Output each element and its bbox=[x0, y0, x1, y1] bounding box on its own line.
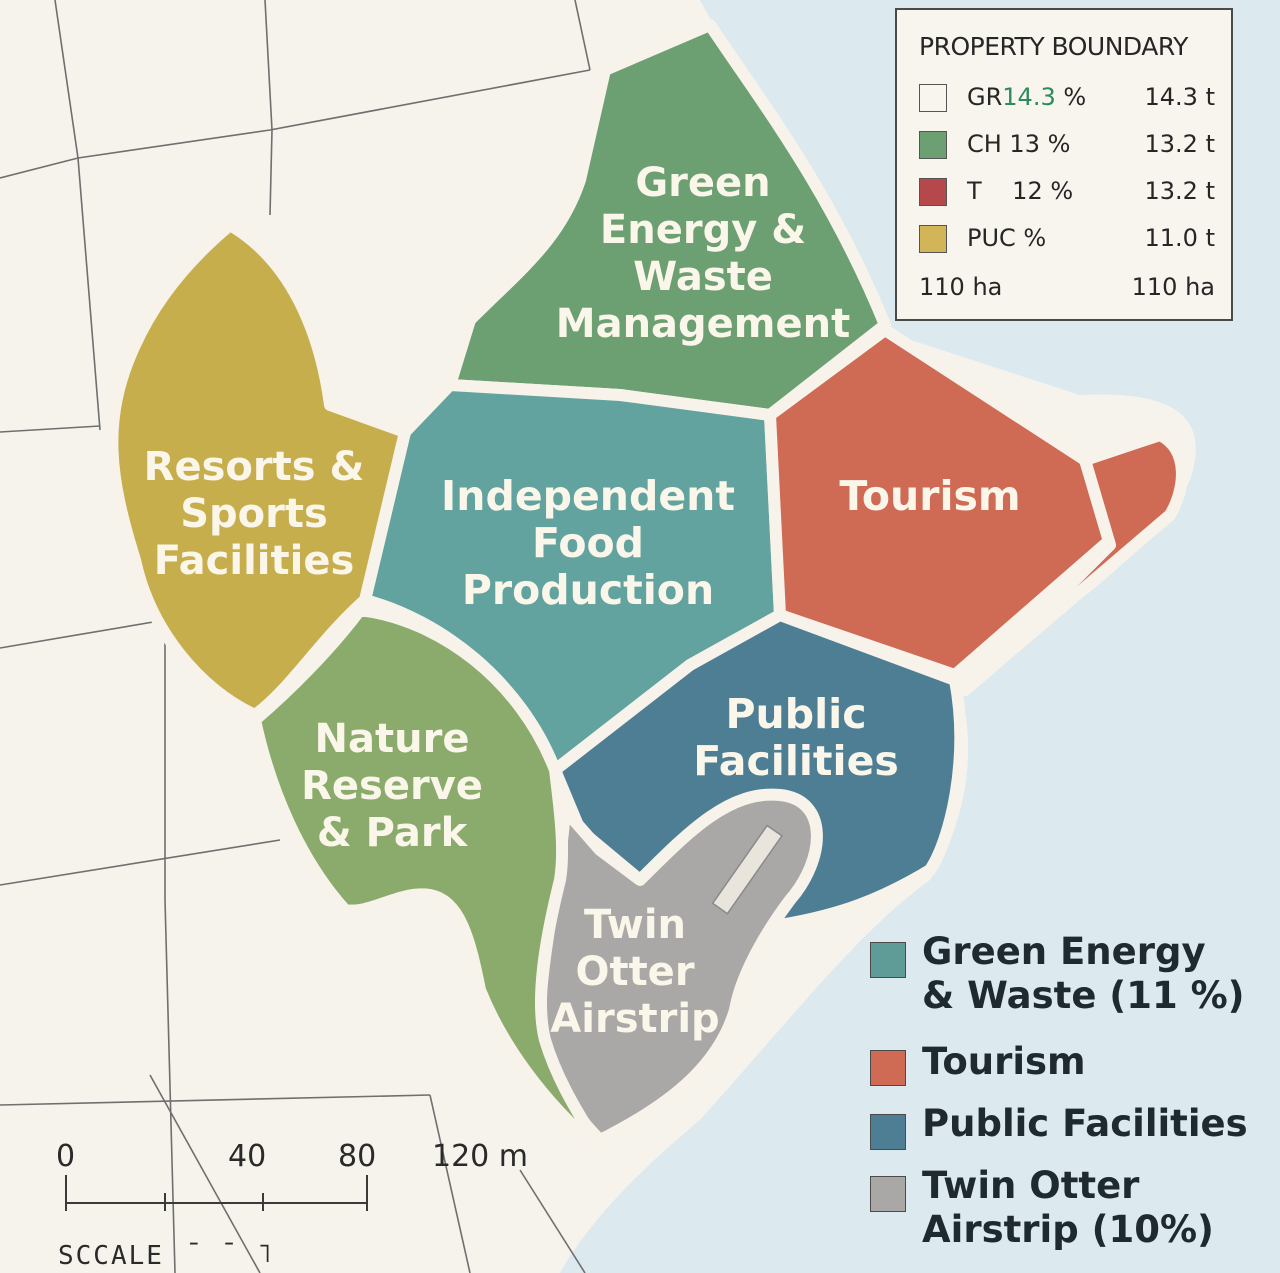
zone-label-line: Facilities bbox=[693, 737, 899, 785]
scale-tick-40: 40 bbox=[228, 1139, 266, 1174]
zone-legend-swatch bbox=[870, 942, 906, 978]
street-grid bbox=[0, 0, 591, 1273]
legend-row-gr: GR14.3 % 14.3 t bbox=[919, 82, 1215, 116]
scale-title: SCCALE bbox=[58, 1241, 164, 1271]
legend-row-ch: CH 13 % 13.2 t bbox=[919, 129, 1215, 163]
legend-amount: 13.2 t bbox=[1144, 130, 1215, 158]
legend-pct: 14.3 bbox=[1002, 83, 1056, 111]
zone-label-nature: Nature Reserve & Park bbox=[301, 716, 483, 856]
zone-label-line: Tourism bbox=[839, 472, 1020, 520]
legend-swatch bbox=[919, 131, 947, 159]
legend-code: T 12 % bbox=[967, 177, 1074, 205]
legend-row-puc: PUC % 11.0 t bbox=[919, 223, 1215, 257]
zone-label-food: Independent Food Production bbox=[441, 472, 735, 614]
zone-public-facilities[interactable] bbox=[549, 609, 967, 931]
zone-label-public: Public Facilities bbox=[693, 690, 899, 785]
zone-label-line: Independent bbox=[441, 472, 735, 520]
legend-code: GR14.3 % bbox=[967, 83, 1086, 111]
zone-label-airstrip: Twin Otter Airstrip bbox=[550, 902, 719, 1042]
legend-swatch bbox=[919, 178, 947, 206]
zone-legend-label: Tourism bbox=[922, 1040, 1086, 1083]
scale-tick-80: 80 bbox=[338, 1139, 376, 1174]
legend-amount: 13.2 t bbox=[1144, 177, 1215, 205]
legend-total-right: 110 ha bbox=[1131, 273, 1215, 301]
zone-label-line: Management bbox=[556, 301, 850, 347]
scale-tick-120: 120 m bbox=[432, 1139, 528, 1174]
zone-label-resorts: Resorts & Sports Facilities bbox=[144, 444, 365, 584]
zone-label-green-energy: Green Energy & Waste Management bbox=[556, 160, 850, 347]
legend-total-left: 110 ha bbox=[919, 273, 1003, 301]
zone-label-line: Nature bbox=[315, 716, 470, 762]
zone-resorts[interactable] bbox=[106, 219, 411, 721]
zone-label-line: Food bbox=[532, 519, 644, 567]
scale-bar: 0 40 80 120 m SCCALE ¯ ¯ ˥ bbox=[56, 1139, 528, 1271]
legend-suffix: % bbox=[1055, 83, 1087, 111]
zone-label-line: Production bbox=[462, 566, 714, 614]
zone-label-line: Sports bbox=[180, 491, 328, 537]
legend-row-t: T 12 % 13.2 t bbox=[919, 176, 1215, 210]
zone-legend-swatch bbox=[870, 1050, 906, 1086]
zone-tourism-strip[interactable] bbox=[959, 429, 1188, 696]
zone-label-tourism: Tourism bbox=[839, 472, 1020, 520]
legend-amount: 14.3 t bbox=[1144, 83, 1215, 111]
zone-label-line: Waste bbox=[633, 254, 773, 300]
zone-legend-label: Public Facilities bbox=[922, 1102, 1248, 1145]
zone-label-line: Airstrip bbox=[550, 996, 719, 1042]
legend-amount: 11.0 t bbox=[1144, 224, 1215, 252]
legend-code: PUC % bbox=[967, 224, 1047, 252]
zone-nature-reserve[interactable] bbox=[249, 604, 606, 1156]
legend-swatch bbox=[919, 225, 947, 253]
zone-label-line: Green bbox=[635, 160, 770, 206]
zone-label-line: Otter bbox=[575, 949, 694, 995]
zone-label-line: Twin bbox=[584, 902, 686, 948]
zone-label-line: Reserve bbox=[301, 763, 483, 809]
zone-label-line: Energy & bbox=[600, 207, 806, 253]
property-boundary-legend: PROPERTY BOUNDARY GR14.3 % 14.3 t CH 13 … bbox=[895, 8, 1233, 321]
zone-legend-swatch bbox=[870, 1114, 906, 1150]
zone-label-line: Facilities bbox=[154, 538, 355, 584]
zone-legend-label: Twin Otter Airstrip (10%) bbox=[922, 1164, 1214, 1251]
scale-tick-0: 0 bbox=[56, 1139, 75, 1174]
zone-label-line: & Park bbox=[317, 810, 469, 856]
legend-row-total: 110 ha 110 ha bbox=[919, 272, 1215, 306]
zone-label-line: Resorts & bbox=[144, 444, 365, 490]
zone-label-line: Public bbox=[726, 690, 867, 738]
legend-code-text: GR bbox=[967, 83, 1003, 111]
zone-green-energy[interactable] bbox=[444, 19, 891, 421]
legend-swatch bbox=[919, 84, 947, 112]
scale-title-mark: ¯ ¯ ˥ bbox=[186, 1239, 274, 1269]
zone-legend-swatch bbox=[870, 1176, 906, 1212]
legend-title: PROPERTY BOUNDARY bbox=[919, 32, 1188, 61]
legend-code: CH 13 % bbox=[967, 130, 1071, 158]
runway bbox=[711, 824, 783, 915]
zone-legend-label: Green Energy & Waste (11 %) bbox=[922, 930, 1245, 1017]
